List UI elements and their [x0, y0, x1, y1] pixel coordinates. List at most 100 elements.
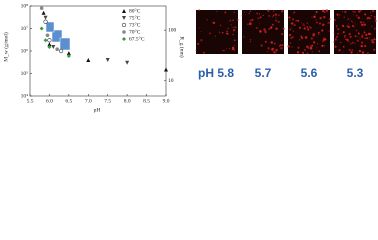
micrograph-speckle — [236, 18, 239, 21]
micrograph-speckle — [350, 20, 353, 23]
micrograph-speckle — [369, 32, 372, 34]
y-tick-label: 10⁵ — [21, 71, 29, 77]
micrograph-speckle — [243, 11, 245, 13]
data-point — [66, 51, 71, 56]
micrograph-speckle — [344, 34, 346, 37]
micrograph-speckle — [271, 48, 274, 52]
data-point — [41, 10, 46, 15]
micrograph-speckle — [300, 36, 304, 40]
micrograph-speckle — [333, 32, 335, 34]
micrograph-speckle — [357, 52, 359, 54]
micrograph-speckle — [222, 50, 224, 51]
micrograph-speckle — [350, 51, 353, 54]
micrograph-speckle — [370, 34, 372, 36]
data-point — [47, 42, 52, 47]
micrograph-speckle — [354, 11, 356, 13]
micrograph-speckle — [358, 37, 360, 39]
data-point — [43, 19, 48, 24]
micrograph-speckle — [303, 27, 306, 30]
micrograph-speckle — [303, 48, 307, 52]
micrograph-speckle — [342, 46, 345, 48]
micrograph-speckle — [302, 24, 304, 26]
micrograph-speckle — [359, 21, 363, 24]
micrograph-speckle — [357, 16, 360, 19]
micrograph-speckle — [362, 21, 365, 24]
micrograph-speckle — [319, 17, 322, 20]
micrograph-speckle — [198, 9, 201, 12]
micrograph-speckle — [287, 45, 290, 48]
micrograph-speckle — [334, 34, 336, 36]
micrograph-speckle — [342, 31, 345, 34]
micrograph-speckle — [289, 19, 291, 21]
micrograph-speckle — [271, 16, 273, 18]
micrograph-speckle — [358, 49, 362, 53]
micrograph-speckle — [273, 51, 276, 54]
micrograph-speckle — [324, 38, 327, 41]
micrograph-speckle — [342, 51, 344, 53]
micrograph-speckle — [315, 10, 318, 14]
micrograph-speckle — [256, 12, 258, 15]
micrograph-speckle — [293, 11, 296, 14]
micrograph-speckle — [249, 10, 252, 13]
micrograph-speckle — [226, 48, 228, 50]
data-point — [47, 38, 52, 43]
micrograph-speckle — [352, 21, 354, 23]
micrograph-speckle — [241, 15, 243, 17]
micrograph-speckle — [360, 41, 364, 44]
micrograph-speckle — [306, 52, 309, 55]
micrograph-speckle — [341, 32, 343, 34]
data-point — [58, 48, 64, 54]
micrograph-speckle — [338, 14, 341, 16]
micrograph-speckle — [328, 18, 331, 21]
micrograph-speckle — [232, 26, 234, 29]
micrograph-speckle — [228, 48, 230, 50]
micrograph-speckle — [354, 35, 357, 38]
micrograph-speckle — [338, 16, 340, 19]
y-tick-label: 10⁷ — [21, 26, 29, 32]
micrograph-speckle — [216, 10, 218, 12]
legend-label: 70°C — [129, 28, 141, 35]
x-tick-label: 9.0 — [163, 98, 170, 104]
data-point — [43, 15, 48, 20]
data-point — [39, 26, 44, 31]
y-tick-label: 10⁶ — [21, 48, 29, 54]
micrograph-speckle — [267, 9, 270, 12]
y2-axis-label: R_g (nm) — [179, 36, 186, 57]
data-point — [105, 57, 110, 62]
micrograph-speckle — [268, 15, 270, 17]
micrograph-speckle — [262, 14, 264, 16]
data-point — [86, 57, 91, 62]
micrograph-speckle — [321, 23, 325, 27]
micrograph-speckle — [351, 41, 354, 44]
micrograph-speckle — [368, 38, 370, 40]
micrograph-speckle — [200, 39, 203, 42]
micrograph-speckle — [317, 33, 319, 35]
micrograph-speckle — [293, 24, 296, 27]
micrograph-speckle — [347, 18, 350, 21]
micrograph — [334, 10, 376, 54]
micrograph-speckle — [319, 34, 321, 36]
micrograph-speckle — [374, 18, 376, 20]
micrograph-speckle — [274, 13, 278, 16]
micrograph-speckle — [310, 37, 314, 40]
micrograph-speckle — [334, 38, 337, 41]
micrograph-speckle — [323, 16, 326, 19]
micrograph-speckle — [292, 13, 294, 15]
micrograph-speckle — [214, 35, 216, 37]
micrograph-speckle — [370, 38, 374, 42]
micrograph-speckle — [371, 25, 373, 28]
micrograph-speckle — [234, 45, 236, 47]
micrograph-speckle — [251, 18, 254, 21]
micrograph-speckle — [282, 27, 285, 30]
micrograph-speckle — [361, 36, 363, 38]
micrograph-speckle — [352, 10, 355, 13]
legend-label: 67.5°C — [129, 35, 145, 42]
micrograph-speckle — [278, 14, 280, 16]
micrograph-speckle — [307, 28, 310, 31]
micrograph-speckle — [321, 40, 325, 43]
micrograph-speckle — [354, 23, 356, 25]
micrograph-speckle — [231, 46, 235, 50]
micrograph-speckle — [281, 44, 284, 47]
micrograph-speckle — [304, 36, 308, 39]
micrograph-speckle — [275, 27, 278, 30]
